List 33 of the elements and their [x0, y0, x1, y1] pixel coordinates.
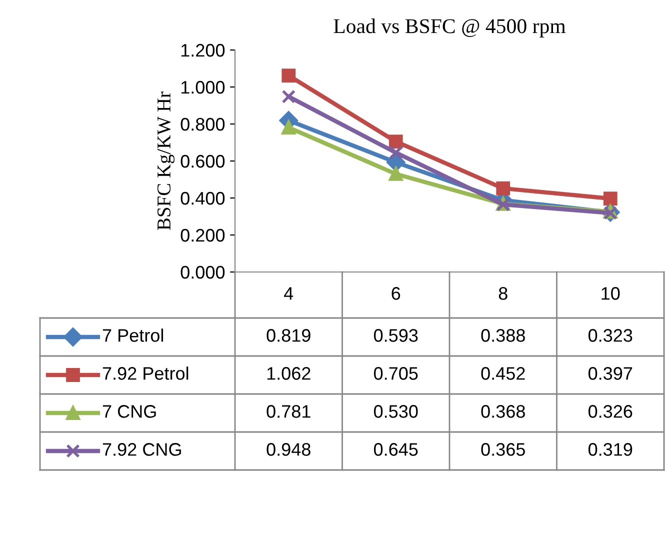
y-tick-label: 0.200 — [180, 228, 225, 242]
chart-title: Load vs BSFC @ 4500 rpm — [334, 18, 566, 38]
data-label: 0.530 — [374, 405, 418, 418]
data-label: 0.645 — [374, 443, 418, 456]
data-label: 0.705 — [374, 367, 418, 380]
data-label: 0.819 — [266, 329, 310, 342]
x-tick-label: 4 — [284, 287, 294, 300]
y-tick-label: 0.000 — [180, 266, 225, 279]
data-label: 0.452 — [481, 367, 525, 380]
x-tick-label: 6 — [392, 287, 400, 300]
data-label: 0.593 — [374, 329, 418, 342]
y-tick-label: 1.000 — [181, 80, 225, 94]
y-axis-title: BSFC Kg/KW Hr — [157, 92, 175, 230]
data-label: 0.365 — [481, 443, 525, 456]
legend-label: 7.92 Petrol — [102, 366, 188, 380]
data-label: 0.323 — [588, 329, 632, 342]
data-label: 0.948 — [266, 443, 310, 456]
y-tick-label: 0.800 — [180, 118, 225, 131]
legend-label: 7 Petrol — [102, 328, 164, 342]
y-tick-label: 1.200 — [181, 44, 225, 57]
y-tick-label: 0.600 — [180, 154, 225, 168]
legend-label: 7.92 CNG — [102, 443, 181, 456]
data-label: 0.397 — [588, 367, 632, 380]
x-tick-label: 8 — [498, 287, 508, 300]
x-tick-label: 10 — [602, 287, 620, 300]
data-label: 0.319 — [588, 443, 632, 456]
legend-label: 7 CNG — [102, 405, 156, 418]
data-label: 0.388 — [481, 329, 525, 342]
data-label: 0.368 — [481, 405, 525, 418]
data-label: 0.326 — [588, 405, 632, 418]
data-label: 0.781 — [266, 405, 310, 418]
data-label: 1.062 — [267, 367, 310, 380]
y-tick-label: 0.400 — [180, 192, 225, 205]
